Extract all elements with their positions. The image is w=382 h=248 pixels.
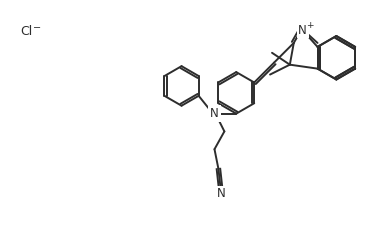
Text: N: N [217,187,226,200]
Text: +: + [306,21,313,30]
Text: Cl: Cl [20,25,32,37]
Text: −: − [33,23,41,33]
Text: N: N [298,24,307,36]
Text: N: N [210,107,219,120]
